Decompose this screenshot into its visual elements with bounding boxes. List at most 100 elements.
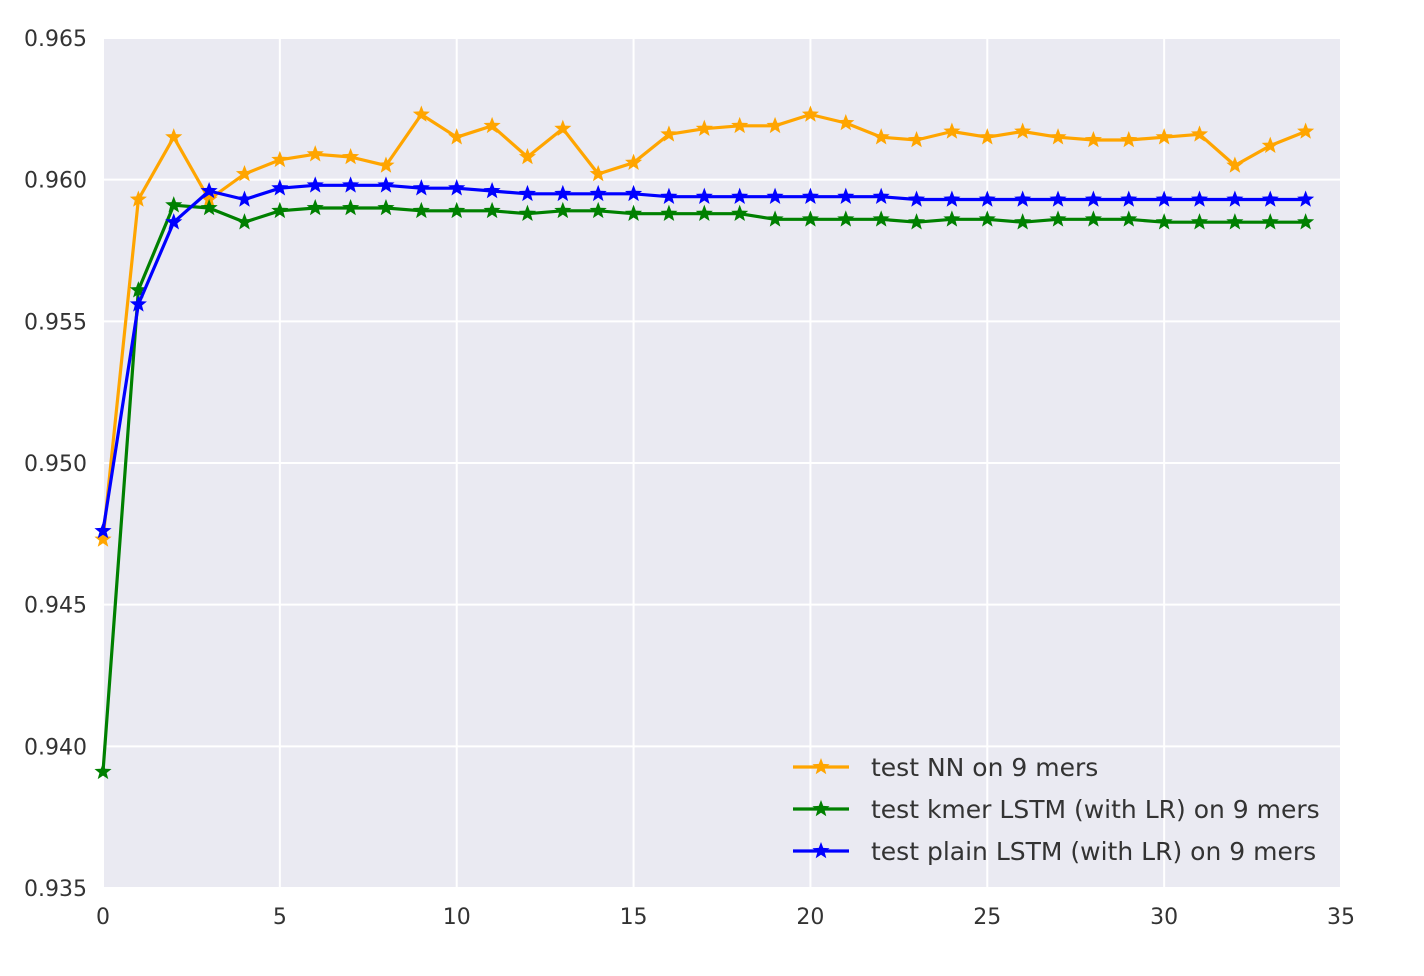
data-point (766, 187, 784, 204)
data-point (731, 116, 749, 134)
legend-label: test NN on 9 mers (871, 753, 1098, 782)
data-point (377, 199, 395, 216)
data-point (412, 201, 430, 219)
legend-marker (812, 800, 830, 817)
data-point (625, 204, 643, 221)
data-point (907, 131, 926, 148)
legend-marker (812, 758, 830, 775)
data-point (660, 204, 678, 221)
data-point (271, 179, 289, 196)
data-point (978, 128, 996, 145)
data-point (342, 199, 360, 216)
data-point (342, 148, 360, 165)
data-point (129, 295, 147, 312)
legend-label: test kmer LSTM (with LR) on 9 mers (871, 795, 1320, 824)
data-point (377, 156, 395, 173)
data-point (412, 105, 430, 122)
data-point (483, 116, 501, 134)
data-point (872, 210, 890, 227)
data-point (165, 196, 183, 213)
data-point (518, 148, 537, 165)
data-point (1049, 190, 1067, 207)
data-point (978, 210, 996, 227)
series-1 (94, 105, 1315, 547)
data-point (1226, 213, 1244, 230)
data-point (660, 187, 678, 204)
legend-label: test plain LSTM (with LR) on 9 mers (871, 837, 1316, 866)
data-point (589, 201, 607, 219)
data-point (448, 201, 466, 219)
data-point (235, 190, 254, 207)
data-point (907, 213, 926, 230)
data-point (235, 165, 254, 182)
data-point (94, 762, 112, 780)
data-point (943, 210, 961, 227)
data-point (1155, 213, 1173, 230)
series-3 (94, 176, 1315, 539)
data-point (518, 184, 537, 202)
data-point (943, 190, 961, 207)
data-point (306, 176, 324, 193)
data-point (306, 145, 324, 162)
x-tick-label: 0 (96, 905, 110, 930)
data-point (837, 210, 855, 227)
legend-item: test kmer LSTM (with LR) on 9 mers (793, 795, 1320, 824)
data-point (907, 190, 926, 207)
legend: test NN on 9 mers test kmer LSTM (with LR… (793, 753, 1320, 866)
x-tick-label: 10 (443, 905, 471, 930)
data-point (1155, 190, 1173, 207)
data-point (1014, 190, 1032, 207)
data-point (200, 190, 218, 207)
data-point (801, 187, 819, 204)
y-tick-label: 0.940 (24, 735, 87, 760)
data-point (872, 128, 890, 145)
data-point (731, 187, 749, 204)
data-point (589, 165, 607, 182)
legend-item: test plain LSTM (with LR) on 9 mers (793, 837, 1316, 866)
y-tick-label: 0.955 (24, 310, 87, 335)
data-point (1049, 128, 1067, 145)
data-point (1155, 128, 1173, 145)
data-point (1261, 136, 1279, 153)
data-point (235, 213, 254, 230)
data-point (94, 530, 112, 547)
data-point (554, 184, 572, 202)
data-point (695, 187, 713, 204)
data-point (1297, 190, 1315, 207)
data-point (1226, 156, 1244, 173)
data-point (1190, 125, 1209, 142)
data-point (943, 122, 961, 139)
data-point (625, 153, 643, 170)
data-point (1190, 213, 1209, 230)
data-point (377, 176, 395, 193)
data-point (200, 199, 218, 216)
data-point (1261, 213, 1279, 230)
data-point (766, 116, 784, 134)
data-point (200, 182, 218, 199)
x-tick-label: 15 (620, 905, 648, 930)
data-point (801, 210, 819, 227)
data-point (1297, 213, 1315, 230)
x-tick-label: 30 (1150, 905, 1178, 930)
data-point (837, 187, 855, 204)
data-point (731, 204, 749, 221)
data-point (165, 128, 183, 145)
data-point (660, 125, 678, 142)
data-point (625, 184, 643, 202)
data-point (129, 281, 147, 298)
data-point (306, 199, 324, 216)
data-point (1014, 122, 1032, 139)
data-point (872, 187, 890, 204)
data-point (412, 179, 430, 196)
data-point (695, 119, 713, 136)
data-point (1226, 190, 1244, 207)
y-tick-label: 0.945 (24, 594, 87, 619)
data-point (554, 119, 572, 136)
data-point (1120, 131, 1138, 148)
data-point (165, 213, 183, 230)
data-point (94, 522, 112, 539)
series-2 (94, 196, 1315, 780)
data-point (1084, 131, 1102, 148)
data-point (483, 201, 501, 219)
